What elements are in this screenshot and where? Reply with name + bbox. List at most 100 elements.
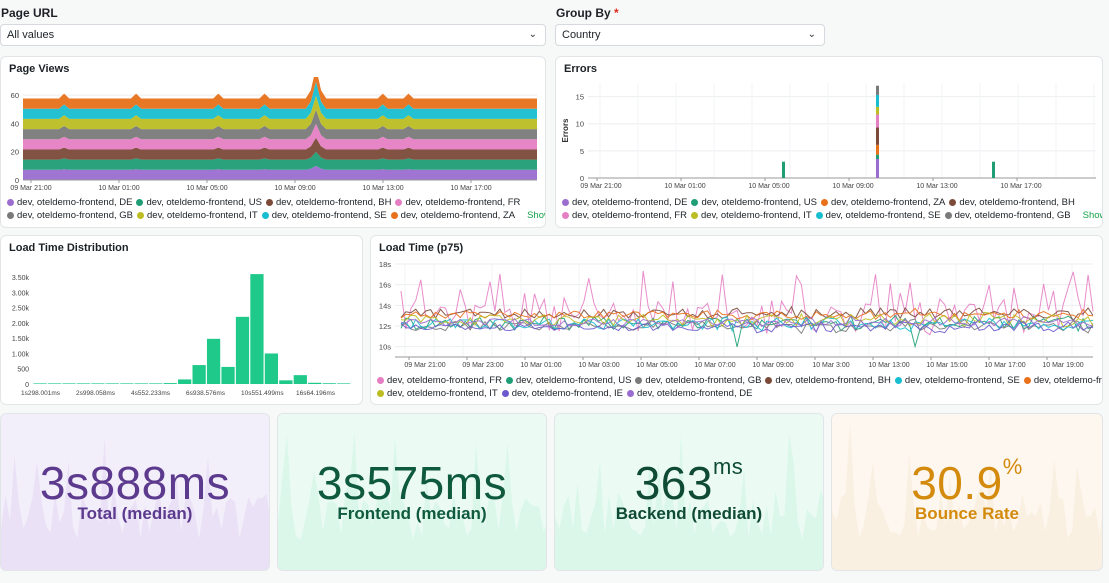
group-by-label-text: Group By [556, 6, 611, 20]
legend-item[interactable]: dev, oteldemo-frontend, DE [7, 197, 132, 208]
legend-item[interactable]: dev, oteldemo-frontend, ZA [1023, 375, 1102, 386]
legend-item[interactable]: dev, oteldemo-frontend, BH [265, 197, 391, 208]
y-tick-label: 0 [580, 174, 584, 183]
error-bar-segment [876, 144, 879, 155]
x-tick-label: 16s64.196ms [296, 390, 336, 397]
y-tick-label: 15 [576, 93, 584, 102]
y-tick-label: 40 [11, 119, 19, 128]
stat-value: 363ms [555, 454, 823, 510]
legend-item[interactable]: dev, oteldemo-frontend, SE [815, 210, 941, 221]
stat-card-total[interactable]: 3s888ms Total (median) [0, 413, 270, 571]
error-bar [782, 161, 785, 178]
group-by-select[interactable]: Country ⌄ [555, 24, 825, 46]
legend-dot-icon [390, 212, 398, 219]
histogram-bar [76, 383, 91, 384]
sparkline-background [278, 431, 546, 570]
show-all-link[interactable]: Show All (9) [527, 210, 545, 221]
legend-dot-icon [690, 212, 698, 219]
show-all-link[interactable]: Show All (9) [1082, 210, 1102, 221]
legend-label: dev, oteldemo-frontend, GB [17, 210, 133, 221]
load-p75-title: Load Time (p75) [379, 242, 464, 254]
stat-value-text: 3s888ms [39, 457, 231, 509]
load-p75-chart[interactable]: 10s 12s 14s 16s 18s 09 Mar 21:00 09 Mar 23:00 1… [371, 256, 1103, 374]
legend-dot-icon [949, 199, 957, 206]
legend-item[interactable]: dev, oteldemo-frontend, GB [635, 375, 761, 386]
area-series-3 [23, 123, 537, 150]
stat-card-bounce-rate[interactable]: 30.9% Bounce Rate [831, 413, 1103, 571]
line-series-1 [400, 314, 1094, 349]
page-views-chart[interactable]: 0 20 40 60 09 Mar 21:00 10 Mar 01:00 10 Mar 05… [1, 77, 546, 195]
page-url-select[interactable]: All values ⌄ [0, 24, 546, 46]
legend-label: dev, oteldemo-frontend, ZA [830, 197, 946, 208]
histogram-bar [178, 379, 192, 384]
legend-item[interactable]: dev, oteldemo-frontend, IE [501, 388, 623, 399]
legend-item[interactable]: dev, oteldemo-frontend, US [505, 375, 631, 386]
legend-item[interactable]: dev, oteldemo-frontend, GB [7, 210, 133, 221]
legend-label: dev, oteldemo-frontend, DE [572, 197, 688, 208]
y-tick-label: 10 [576, 120, 584, 129]
histogram-bar [308, 382, 322, 384]
legend-label: dev, oteldemo-frontend, US [146, 197, 262, 208]
y-tick-label: 3.50k [12, 275, 30, 282]
histogram-bar [134, 383, 148, 384]
group-by-value: Country [562, 29, 601, 41]
stat-unit: % [1002, 454, 1023, 479]
legend-dot-icon [377, 390, 384, 397]
legend-item[interactable]: dev, oteldemo-frontend, BH [765, 375, 891, 386]
area-series-0 [23, 165, 537, 180]
sparkline-area [832, 422, 1102, 570]
stat-unit: ms [712, 454, 744, 479]
area-series-5 [23, 95, 537, 130]
stat-value-text: 3s575ms [316, 457, 508, 509]
legend-dot-icon [137, 212, 144, 219]
line-series-3 [400, 305, 1094, 322]
y-tick-label: 60 [11, 91, 19, 100]
legend-item[interactable]: dev, oteldemo-frontend, SE [261, 210, 387, 221]
y-tick-label: 3.00k [12, 290, 30, 297]
error-bar-segment [876, 159, 879, 178]
legend-label: dev, oteldemo-frontend, IT [387, 388, 498, 399]
legend-item[interactable]: dev, oteldemo-frontend, ZA [390, 210, 516, 221]
area-series-2 [23, 137, 537, 160]
stat-card-frontend[interactable]: 3s575ms Frontend (median) [277, 413, 547, 571]
legend-item[interactable]: dev, oteldemo-frontend, US [691, 197, 817, 208]
legend-item[interactable]: dev, oteldemo-frontend, FR [377, 375, 502, 386]
x-tick-label: 09 Mar 21:00 [404, 362, 445, 369]
chevron-down-icon: ⌄ [528, 29, 537, 40]
legend-item[interactable]: dev, oteldemo-frontend, FR [395, 197, 520, 208]
legend-item[interactable]: dev, oteldemo-frontend, SE [894, 375, 1020, 386]
legend-item[interactable]: dev, oteldemo-frontend, US [136, 197, 262, 208]
legend-item[interactable]: dev, oteldemo-frontend, DE [562, 197, 687, 208]
area-series-1 [23, 151, 537, 170]
legend-label: dev, oteldemo-frontend, BH [775, 375, 891, 386]
legend-dot-icon [505, 377, 513, 384]
area-series-6 [23, 81, 537, 119]
legend-item[interactable]: dev, oteldemo-frontend, FR [562, 210, 687, 221]
y-tick-label: 500 [17, 367, 29, 374]
legend-dot-icon [1023, 377, 1031, 384]
error-bar-segment [876, 154, 879, 159]
legend-item[interactable]: dev, oteldemo-frontend, IT [377, 388, 498, 399]
histogram-bar [105, 383, 120, 384]
x-tick-label: 10 Mar 09:00 [274, 185, 315, 192]
load-dist-chart[interactable]: 0 500 1.00k 1.50k 2.00k 2.50k 3.00k 3.50k 1s298.… [1, 256, 363, 405]
x-tick-label: 10s551.499ms [241, 390, 284, 397]
legend-item[interactable]: dev, oteldemo-frontend, IT [137, 210, 258, 221]
legend-item[interactable]: dev, oteldemo-frontend, BH [949, 197, 1075, 208]
legend-dot-icon [562, 212, 569, 219]
legend-label: dev, oteldemo-frontend, ZA [400, 210, 516, 221]
legend-item[interactable]: dev, oteldemo-frontend, ZA [820, 197, 946, 208]
legend-label: dev, oteldemo-frontend, FR [405, 197, 521, 208]
sparkline-background [1, 436, 269, 570]
legend-item[interactable]: dev, oteldemo-frontend, GB [944, 210, 1071, 221]
load-p75-panel: Load Time (p75) 10s 12s 14s 16s 18s 09 Mar 21… [370, 235, 1103, 405]
legend-row: dev, oteldemo-frontend, FR dev, oteldemo-… [562, 209, 1102, 222]
legend-item[interactable]: dev, oteldemo-frontend, IT [690, 210, 812, 221]
legend-item[interactable]: dev, oteldemo-frontend, DE [626, 388, 752, 399]
stat-card-backend[interactable]: 363ms Backend (median) [554, 413, 824, 571]
histogram-bar [279, 380, 293, 384]
errors-chart[interactable]: 0 5 10 15 Errors 09 Mar 21:00 10 Mar 01:00 10 M… [556, 77, 1103, 195]
histogram-bar [62, 383, 76, 384]
line-series-8 [400, 315, 1094, 328]
x-tick-label: 10 Mar 03:00 [578, 362, 619, 369]
